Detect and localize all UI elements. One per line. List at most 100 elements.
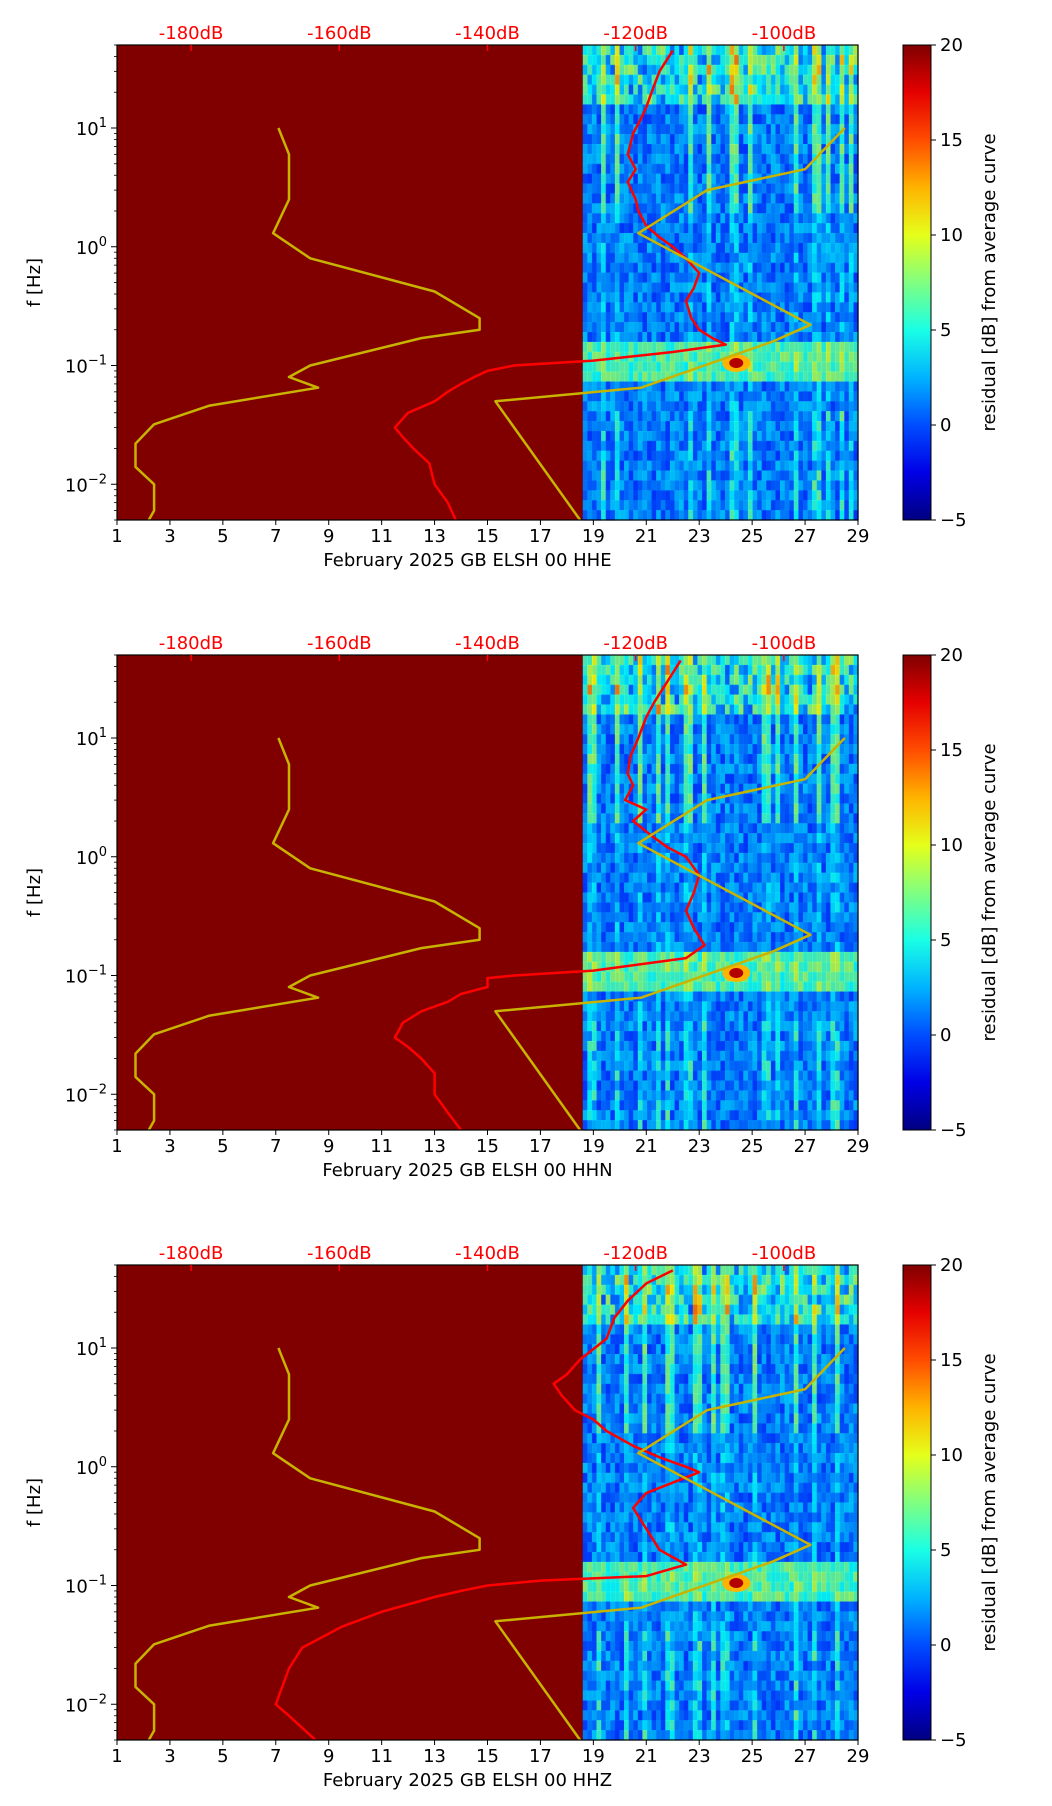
spectrogram-cell [624, 233, 630, 244]
spectrogram-cell [633, 440, 639, 452]
spectrogram-cell [752, 872, 758, 884]
spectrogram-cell [752, 292, 758, 303]
spectrogram-cell [715, 223, 721, 234]
spectrogram-cell [628, 272, 634, 284]
spectrogram-cell [692, 84, 699, 96]
spectrogram-cell [619, 714, 625, 725]
spectrogram-cell [665, 64, 671, 76]
spectrogram-cell [619, 440, 625, 452]
spectrogram-cell [729, 1031, 735, 1042]
spectrogram-cell [610, 381, 616, 392]
spectrogram-cell [651, 763, 657, 775]
spectrogram-cell [835, 322, 841, 333]
spectrogram-cell [780, 193, 786, 204]
spectrogram-cell [702, 252, 708, 264]
spectrogram-cell [752, 242, 758, 254]
spectrogram-cell [669, 64, 676, 76]
spectrogram-cell [582, 734, 588, 745]
spectrogram-cell [683, 391, 689, 402]
spectrogram-cell [770, 84, 777, 96]
spectrogram-cell [724, 1050, 731, 1062]
spectrogram-cell [619, 114, 625, 125]
spectrogram-cell [665, 912, 671, 923]
spectrogram-cell [724, 183, 731, 195]
spectrogram-cell [614, 852, 621, 864]
spectrogram-cell [807, 153, 813, 165]
spectrogram-cell [601, 223, 607, 234]
spectrogram-cell [775, 440, 781, 452]
spectrogram-cell [624, 411, 630, 422]
spectrogram-cell [596, 84, 602, 96]
spectrogram-cell [729, 655, 735, 666]
spectrogram-cell [628, 450, 634, 462]
spectrogram-cell [651, 655, 657, 666]
spectrogram-cell [752, 460, 758, 472]
spectrogram-cell [601, 1080, 607, 1092]
spectrogram-cell [752, 1100, 758, 1111]
spectrogram-cell [628, 223, 634, 234]
spectrogram-cell [757, 852, 763, 864]
spectrogram-cell [633, 411, 639, 422]
spectrogram-cell [605, 1011, 611, 1022]
series-line-2 [134, 127, 481, 521]
spectrogram-cell [784, 242, 790, 254]
spectrogram-cell [679, 932, 685, 943]
spectrogram-cell [646, 694, 653, 706]
spectrogram-cell [724, 401, 731, 412]
spectrogram-cell [633, 242, 639, 254]
spectrogram-cell [798, 361, 804, 373]
spectrogram-cell [729, 684, 735, 696]
spectrogram-cell [839, 54, 845, 66]
spectrogram-cell [720, 45, 726, 56]
spectrogram-cell [587, 183, 593, 195]
spectrogram-cell [816, 223, 822, 234]
spectrogram-cell [601, 371, 607, 383]
spectrogram-cell [596, 460, 602, 472]
spectrogram-cell [821, 450, 827, 462]
spectrogram-cell [761, 981, 767, 993]
spectrogram-cell [839, 114, 845, 125]
spectrogram-cell [761, 1001, 767, 1012]
spectrogram-cell [761, 1050, 767, 1062]
spectrogram-cell [761, 84, 767, 96]
spectrogram-cell [697, 322, 703, 333]
spectrogram-cell [835, 124, 841, 135]
spectrogram-cell [844, 381, 850, 392]
spectrogram-cell [656, 450, 662, 462]
spectrogram-cell [646, 203, 653, 214]
spectrogram-cell [830, 124, 836, 135]
spectrogram-cell [651, 1090, 657, 1101]
spectrogram-cell [724, 124, 731, 135]
spectrogram-cell [724, 213, 731, 224]
spectrogram-cell [665, 143, 671, 155]
spectrogram-cell [646, 114, 653, 125]
spectrogram-cell [656, 664, 662, 676]
spectrogram-cell [692, 981, 699, 993]
spectrogram-cell [637, 54, 644, 66]
spectrogram-cell [780, 104, 786, 115]
spectrogram-cell [821, 331, 827, 343]
spectrogram-cell [605, 1050, 611, 1062]
spectrogram-cell [766, 951, 772, 963]
spectrogram-cell [619, 143, 625, 155]
spectrogram-cell [766, 1120, 772, 1131]
spectrogram-cell [674, 470, 680, 482]
spectrogram-cell [720, 1070, 726, 1082]
spectrogram-cell [591, 430, 598, 442]
spectrogram-cell [610, 450, 616, 462]
spectrogram-cell [688, 470, 694, 482]
spectrogram-cell [628, 912, 634, 923]
spectrogram-cell [665, 1110, 671, 1121]
spectrogram-cell [656, 312, 662, 323]
spectrogram-cell [715, 922, 721, 933]
spectrogram-cell [646, 1090, 653, 1101]
spectrogram-cell [835, 361, 841, 373]
y-tick-label: 101 [76, 116, 107, 140]
spectrogram-cell [614, 203, 621, 214]
spectrogram-cell [724, 1021, 731, 1032]
spectrogram-cell [848, 262, 855, 274]
spectrogram-cell [646, 882, 653, 894]
spectrogram-cell [729, 203, 735, 214]
spectrogram-cell [839, 361, 845, 373]
spectrogram-cell [770, 783, 777, 795]
